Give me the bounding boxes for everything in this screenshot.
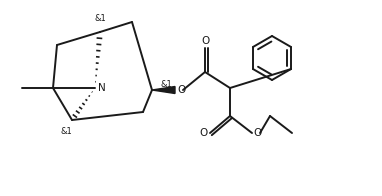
Text: &1: &1 — [60, 128, 72, 136]
Text: N: N — [98, 83, 106, 93]
Text: &1: &1 — [94, 14, 106, 23]
Text: &1: &1 — [160, 80, 172, 89]
Polygon shape — [152, 86, 175, 93]
Text: O: O — [177, 85, 185, 95]
Text: O: O — [199, 128, 207, 138]
Text: O: O — [253, 128, 261, 138]
Text: O: O — [201, 36, 209, 46]
